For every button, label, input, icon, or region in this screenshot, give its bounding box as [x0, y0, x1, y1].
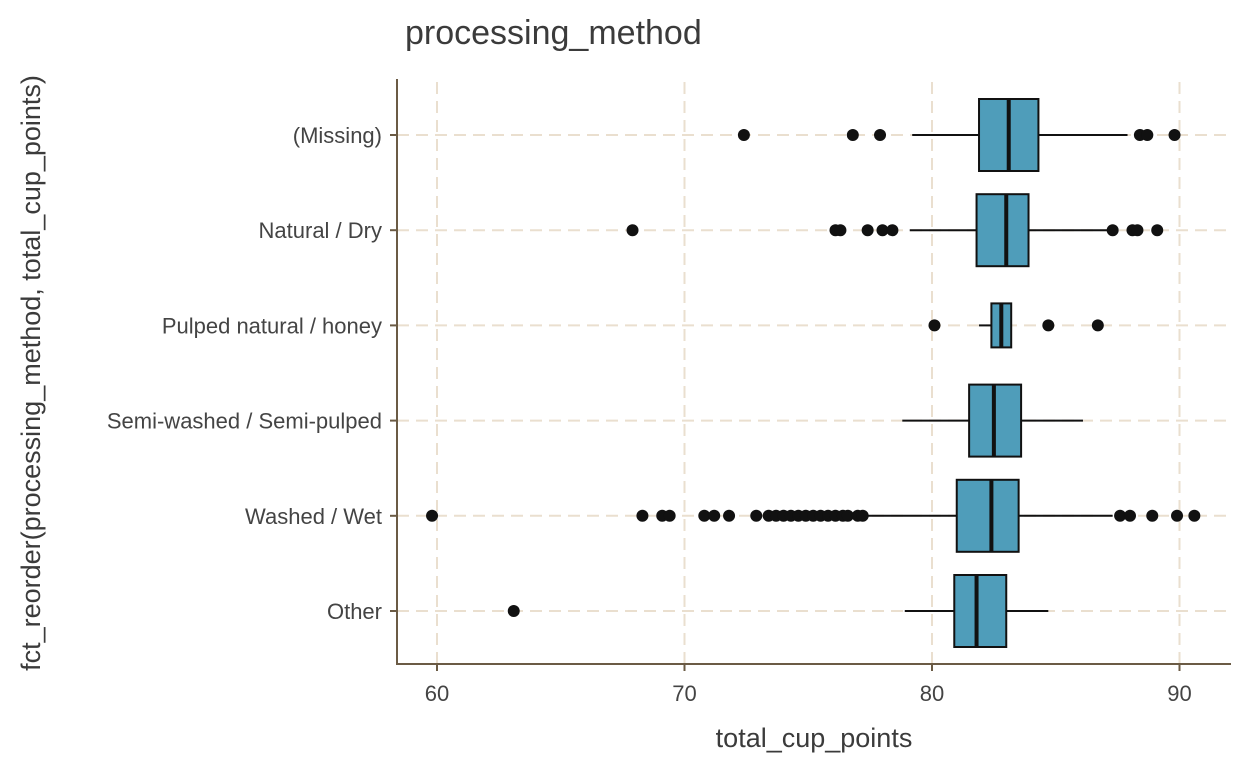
outlier-point: [1151, 224, 1164, 237]
axis-layer: (Missing) Natural / Dry Pulped natural / h…: [107, 79, 1231, 706]
outlier-point: [1042, 319, 1055, 332]
box-group: [902, 383, 1083, 458]
outlier-point: [636, 509, 649, 522]
x-tick-label: 80: [920, 681, 944, 706]
outlier-point: [1146, 509, 1159, 522]
box-layer: [426, 98, 1201, 648]
chart-title: processing_method: [405, 14, 702, 52]
outlier-point: [861, 224, 874, 237]
outlier-point: [426, 509, 439, 522]
outlier-point: [1171, 509, 1184, 522]
outlier-point: [698, 509, 711, 522]
outlier-point: [1124, 509, 1136, 522]
outlier-point: [1188, 509, 1201, 522]
outlier-point: [1141, 129, 1154, 141]
y-tick-label: Pulped natural / honey: [162, 313, 382, 338]
x-tick-label: 90: [1167, 681, 1191, 706]
box-group: [928, 302, 1104, 349]
box-group: [626, 193, 1164, 268]
outlier-point: [1131, 224, 1144, 237]
outlier-point: [750, 509, 763, 522]
y-tick-label: Natural / Dry: [259, 218, 382, 243]
y-tick-label: Semi-washed / Semi-pulped: [107, 409, 382, 434]
outlier-point: [663, 509, 676, 522]
outlier-point: [886, 224, 899, 237]
outlier-point: [1168, 129, 1181, 141]
x-axis-title: total_cup_points: [716, 723, 913, 753]
y-tick-label: (Missing): [293, 123, 382, 148]
y-axis-title: fct_reorder(processing_method, total_cup…: [16, 75, 46, 671]
box: [975, 193, 1030, 268]
outlier-point: [841, 509, 854, 522]
outlier-point: [1091, 319, 1104, 332]
outlier-point: [737, 129, 750, 141]
outlier-point: [846, 129, 859, 141]
y-tick-label: Washed / Wet: [245, 504, 382, 529]
box: [955, 478, 1020, 553]
x-tick-label: 60: [425, 681, 449, 706]
outlier-point: [834, 224, 847, 237]
outlier-point: [1114, 509, 1127, 522]
outlier-point: [708, 509, 721, 522]
box-group: [426, 478, 1201, 553]
box-group: [507, 574, 1049, 648]
outlier-point: [626, 224, 639, 237]
x-tick-label: 70: [672, 681, 696, 706]
outlier-point: [723, 509, 736, 522]
outlier-point: [507, 605, 520, 617]
box-group: [737, 98, 1181, 172]
outlier-point: [876, 224, 889, 237]
outlier-point: [856, 509, 869, 522]
outlier-point: [1106, 224, 1119, 237]
y-tick-label: Other: [327, 599, 382, 624]
box: [953, 574, 1008, 648]
outlier-point: [928, 319, 941, 332]
grid-layer: [397, 82, 1231, 664]
outlier-point: [874, 129, 887, 141]
